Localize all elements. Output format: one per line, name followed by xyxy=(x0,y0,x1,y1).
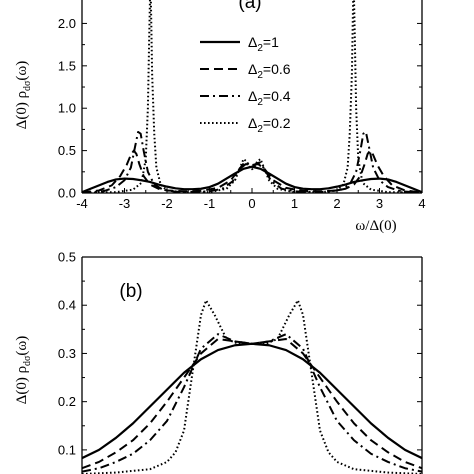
panel-a-xtick-label: 4 xyxy=(418,196,425,211)
panel-a-legend-label-value: =1 xyxy=(263,34,279,50)
panel-a-legend-label: Δ2=0.2 xyxy=(248,115,291,135)
panel-a-series-line xyxy=(82,0,422,193)
panel-b-ylabel-sub: dσ xyxy=(22,355,33,366)
panel-a-legend-label-sub: 2 xyxy=(257,70,263,81)
panel-b-series-group xyxy=(82,299,422,474)
panel-b-series-line xyxy=(82,299,422,474)
panel-a-legend-label-main: Δ xyxy=(248,88,257,104)
panel-a-ytick-label: 1.0 xyxy=(58,101,76,116)
panel-a-series-line xyxy=(82,165,422,193)
panel-b-ylabel-main: Δ(0) ρ xyxy=(14,366,30,404)
panel-a-ytick-label: 0.0 xyxy=(58,186,76,201)
panel-a-ylabel: Δ(0) ρdσ(ω) xyxy=(14,61,33,130)
panel-a-xlabel: ω/Δ(0) xyxy=(355,218,396,234)
panel-a-ytick-label: 0.5 xyxy=(58,143,76,158)
panel-a-xtick-label: -4 xyxy=(76,196,88,211)
panel-a-xtick-label: -2 xyxy=(161,196,173,211)
panel-a-legend-label-value: =0.6 xyxy=(263,61,291,77)
panel-a-series-group xyxy=(82,0,422,193)
panel-a-ytick-label: 1.5 xyxy=(58,58,76,73)
panel-a-xtick-label: -1 xyxy=(204,196,216,211)
panel-a-xtick-label: 1 xyxy=(291,196,298,211)
panel-b-ytick-label: 0.2 xyxy=(58,394,76,409)
panel-a-legend-label: Δ2=0.6 xyxy=(248,61,291,81)
panel-a-legend-label-main: Δ xyxy=(248,61,257,77)
panel-b-series-line xyxy=(82,337,422,470)
panel-a-legend-label-value: =0.4 xyxy=(263,88,291,104)
panel-a-legend-label-sub: 2 xyxy=(257,124,263,135)
panel-a-xtick-label: 3 xyxy=(376,196,383,211)
panel-a-panel-label: (a) xyxy=(238,0,261,13)
panel-b-ytick-label: 0.3 xyxy=(58,346,76,361)
panel-a-ylabel-main: Δ(0) ρ xyxy=(14,91,30,129)
panel-a-legend-label-value: =0.2 xyxy=(263,115,291,131)
panel-a-legend-label: Δ2=1 xyxy=(248,34,279,54)
panel-a-ylabel-sub: dσ xyxy=(22,80,33,91)
panel-a-legend: Δ2=1Δ2=0.6Δ2=0.4Δ2=0.2 xyxy=(200,34,291,135)
panel-a-ytick-label: 2.0 xyxy=(58,16,76,31)
panel-b-ylabel-tail: (ω) xyxy=(14,336,30,356)
panel-b-ylabel: Δ(0) ρdσ(ω) xyxy=(14,336,33,405)
panel-b-panel-label: (b) xyxy=(119,281,142,302)
panel-a-legend-label: Δ2=0.4 xyxy=(248,88,291,108)
panel-b-ytick-label: 0.1 xyxy=(58,442,76,457)
panel-a-xtick-label: -3 xyxy=(119,196,131,211)
panel-a-legend-label-main: Δ xyxy=(248,115,257,131)
panel-a-legend-label-sub: 2 xyxy=(257,97,263,108)
panel-b-ytick-label: 0.5 xyxy=(58,250,76,265)
panel-b-series-line xyxy=(82,333,422,473)
panel-a-xtick-label: 0 xyxy=(248,196,255,211)
panel-a-legend-label-main: Δ xyxy=(248,34,257,50)
panel-a-series-line xyxy=(82,130,422,193)
panel-a-ylabel-tail: (ω) xyxy=(14,61,30,81)
panel-a: 0.0 0.5 1.0 1.5 2.0 -4 -3 -2 -1 0 1 2 3 4 (a) Δ(0) ρdσ(… xyxy=(14,0,426,234)
panel-b-ytick-label: 0.4 xyxy=(58,298,76,313)
panel-a-xtick-label: 2 xyxy=(333,196,340,211)
panel-a-legend-label-sub: 2 xyxy=(257,43,263,54)
panel-b: 0.1 0.2 0.3 0.4 0.5 (b) Δ(0) ρdσ(ω) xyxy=(14,250,423,474)
